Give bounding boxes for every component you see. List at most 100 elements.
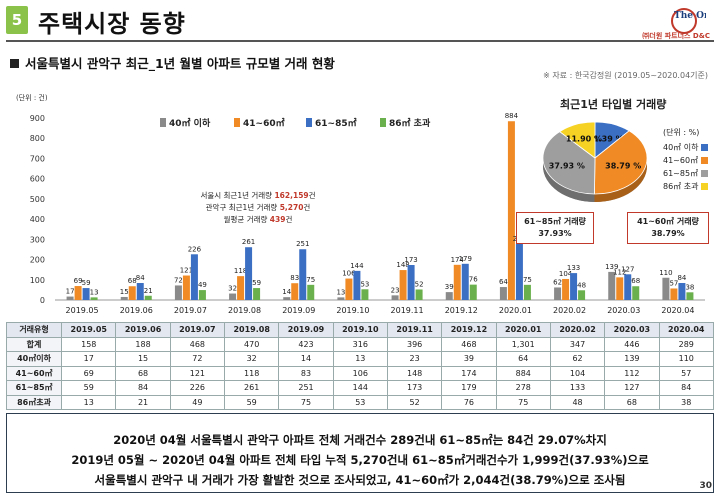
table-row: 61~85㎡ 59 84 226 261 251 144 173 179 278 133 127 84	[5, 380, 715, 396]
bar-value-label: 261	[242, 238, 255, 246]
pie-legend: (단위 : %) 40㎡ 이하 41~60㎡ 61~85㎡ 86㎡ 초과	[663, 126, 709, 193]
bar	[198, 290, 206, 300]
table-cell: 59	[224, 394, 280, 410]
y-tick-label: 900	[30, 114, 45, 123]
table-cell: 57	[658, 365, 715, 381]
x-tick-label: 2020.03	[607, 306, 640, 315]
heading-divider	[6, 40, 714, 42]
table-cell: 396	[386, 336, 443, 352]
table-column-header: 2019.07	[169, 322, 226, 338]
chart-section-title-text: 서울특별시 관악구 최근_1년 월별 아파트 규모별 거래 현황	[25, 56, 335, 71]
table-cell: 468	[441, 336, 497, 352]
logo-subtext: ㈜더원 파트너스 D&C	[642, 32, 710, 40]
page-title: 주택시장 동향	[38, 10, 186, 38]
table-cell: 468	[169, 336, 226, 352]
table-row-header: 61~85㎡	[5, 380, 63, 396]
y-tick-label: 500	[30, 195, 45, 204]
table-column-header: 2019.08	[224, 322, 280, 338]
bullet-square-icon	[10, 59, 19, 68]
table-cell: 75	[278, 394, 334, 410]
total-volume-annotation: 월평균 거래량 439건	[224, 214, 293, 224]
table-cell: 76	[441, 394, 497, 410]
bar-value-label: 52	[415, 280, 424, 288]
bar	[461, 263, 469, 300]
table-cell: 38	[658, 394, 715, 410]
table-column-header: 2020.03	[604, 322, 660, 338]
bar-value-label: 121	[180, 267, 193, 275]
legend-swatch-icon	[701, 144, 709, 151]
table-cell: 52	[386, 394, 443, 410]
table-column-header: 2019.09	[278, 322, 334, 338]
bar	[120, 296, 128, 300]
table-cell: 423	[278, 336, 334, 352]
bar	[453, 264, 461, 300]
bar	[182, 275, 190, 300]
bar	[74, 286, 82, 300]
bar	[678, 283, 686, 300]
bar-value-label: 21	[144, 287, 153, 295]
y-tick-label: 300	[30, 235, 45, 244]
bar-value-label: 23	[391, 286, 400, 294]
table-cell: 118	[224, 365, 280, 381]
bar-value-label: 133	[567, 264, 580, 272]
bar	[90, 297, 98, 300]
callout-61-85: 61~85㎡ 거래량 37.93%	[516, 212, 594, 244]
bar-value-label: 84	[136, 274, 145, 282]
table-column-header: 2020.04	[658, 322, 715, 338]
bar	[190, 254, 198, 300]
bar	[632, 286, 640, 300]
pie-slice-label: 38.79 %	[605, 161, 641, 170]
bar-value-label: 127	[621, 265, 634, 273]
total-volume-annotation: 서울시 최근1년 거래량 162,159건	[200, 190, 315, 200]
bar	[515, 243, 523, 300]
table-cell: 59	[61, 380, 117, 396]
y-tick-label: 800	[30, 134, 45, 143]
x-tick-label: 2020.04	[661, 306, 694, 315]
table-cell: 68	[604, 394, 660, 410]
table-cell: 14	[278, 351, 334, 367]
pie-legend-item-86: 86㎡ 초과	[663, 180, 709, 193]
bar-value-label: 13	[90, 288, 99, 296]
callout-41-60-label: 41~60㎡ 거래량	[637, 217, 699, 226]
bar	[415, 289, 423, 300]
table-cell: 21	[115, 394, 171, 410]
bar	[608, 271, 616, 300]
table-column-header: 2019.06	[115, 322, 171, 338]
bar-value-label: 17	[66, 288, 75, 296]
type-share-pie-chart: 11.39 % 38.79 % 37.93 % 11.90 %	[542, 121, 648, 202]
pie-legend-item-61-85: 61~85㎡	[663, 167, 709, 180]
table-cell: 179	[441, 380, 497, 396]
bar	[562, 278, 570, 300]
legend-label: 40㎡ 이하	[169, 117, 211, 129]
x-tick-label: 2019.12	[445, 306, 478, 315]
callout-61-85-value: 37.93%	[538, 229, 572, 238]
pie-slice-label: 11.90 %	[566, 135, 602, 144]
x-tick-label: 2019.09	[282, 306, 315, 315]
table-cell: 144	[332, 380, 388, 396]
bar-value-label: 14	[282, 288, 291, 296]
y-tick-label: 100	[30, 276, 45, 285]
table-cell: 104	[549, 365, 606, 381]
bar-value-label: 59	[82, 279, 91, 287]
y-tick-label: 600	[30, 175, 45, 184]
bar-value-label: 62	[553, 278, 562, 286]
table-cell: 69	[61, 365, 117, 381]
bar-value-label: 106	[342, 270, 356, 278]
x-tick-label: 2019.07	[174, 306, 207, 315]
table-cell: 188	[115, 336, 171, 352]
bar-value-label: 15	[120, 288, 129, 296]
bar-value-label: 72	[174, 276, 183, 284]
table-cell: 470	[224, 336, 280, 352]
table-cell: 75	[495, 394, 551, 410]
table-cell: 17	[61, 351, 117, 367]
table-column-header: 2019.10	[332, 322, 388, 338]
table-cell: 127	[604, 380, 660, 396]
bar	[136, 283, 144, 300]
x-tick-label: 2019.05	[66, 306, 99, 315]
table-cell: 62	[549, 351, 606, 367]
bar	[578, 290, 586, 300]
bar-value-label: 104	[559, 270, 573, 278]
page-number-badge: 5	[6, 6, 28, 34]
table-column-header: 2019.12	[441, 322, 497, 338]
source-note: ※ 자료 : 한국감정원 (2019.05~2020.04기준)	[543, 71, 708, 80]
